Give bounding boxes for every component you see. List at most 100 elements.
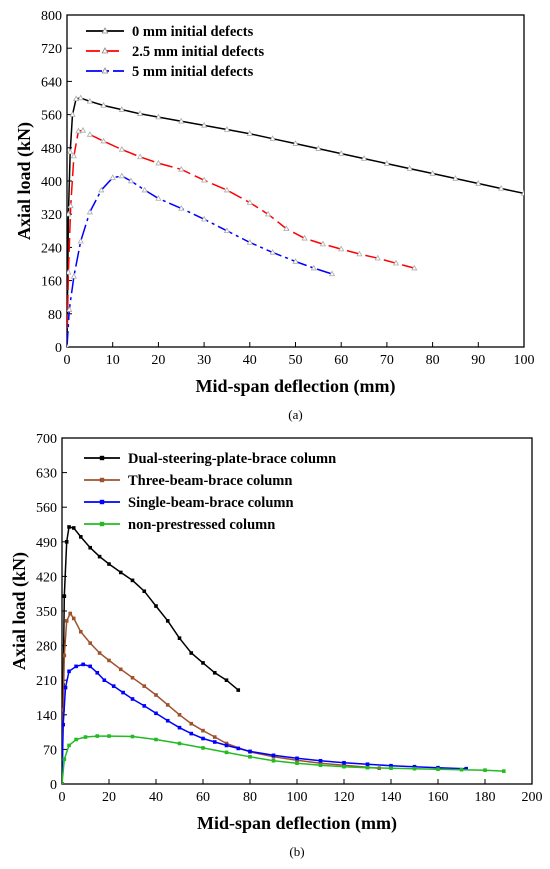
data-point xyxy=(154,604,158,608)
data-point xyxy=(383,160,390,166)
data-point xyxy=(79,126,87,133)
data-point xyxy=(68,611,73,616)
data-point xyxy=(498,185,505,191)
data-point xyxy=(429,170,436,176)
data-point xyxy=(63,685,68,690)
data-point xyxy=(111,684,116,688)
data-point xyxy=(67,210,72,217)
series-4 xyxy=(62,734,506,784)
x-tick-label: 200 xyxy=(522,790,543,805)
data-point xyxy=(107,562,111,566)
legend-label: 2.5 mm initial defects xyxy=(132,44,264,60)
data-point xyxy=(97,554,102,559)
data-point xyxy=(459,767,464,772)
x-tick-label: 40 xyxy=(243,353,257,368)
data-point xyxy=(411,264,418,271)
data-point xyxy=(342,764,346,769)
data-point xyxy=(318,761,323,766)
data-point xyxy=(246,130,253,136)
x-tick-label: 60 xyxy=(196,790,210,805)
series-line xyxy=(62,612,380,784)
legend-marker xyxy=(101,27,109,34)
data-point xyxy=(271,758,276,763)
legend-marker xyxy=(99,521,105,527)
data-point xyxy=(107,734,111,738)
data-point xyxy=(62,722,65,727)
data-point xyxy=(165,619,170,623)
data-point xyxy=(360,155,368,161)
data-point xyxy=(248,755,252,759)
data-point xyxy=(212,740,217,744)
data-point xyxy=(177,636,182,640)
data-point xyxy=(118,106,125,112)
legend-marker xyxy=(101,47,109,54)
data-point xyxy=(365,765,370,770)
data-point xyxy=(318,763,323,768)
data-point xyxy=(189,731,194,736)
x-tick-label: 100 xyxy=(514,353,535,368)
data-point xyxy=(118,172,125,179)
data-point xyxy=(201,736,205,741)
data-point xyxy=(412,764,417,769)
data-point xyxy=(118,570,123,575)
data-point xyxy=(154,737,158,742)
x-tick-label: 20 xyxy=(102,790,116,805)
legend-marker xyxy=(99,477,105,483)
figure-caption: (b) xyxy=(289,844,304,859)
data-point xyxy=(201,661,205,665)
data-point xyxy=(295,761,299,766)
data-point xyxy=(189,651,194,655)
series-line xyxy=(67,129,415,347)
data-point xyxy=(374,254,381,261)
data-point xyxy=(67,525,71,529)
x-tick-label: 80 xyxy=(426,353,440,368)
data-point xyxy=(95,670,100,675)
data-point xyxy=(127,177,135,184)
x-tick-label: 70 xyxy=(380,353,394,368)
data-point xyxy=(130,734,135,739)
data-point xyxy=(189,721,194,726)
data-point xyxy=(100,137,107,144)
data-point xyxy=(130,697,135,701)
data-point xyxy=(452,175,459,181)
data-point xyxy=(201,728,205,733)
y-tick-label: 350 xyxy=(36,605,57,620)
y-tick-label: 640 xyxy=(41,75,62,90)
data-point xyxy=(86,97,93,104)
data-point xyxy=(292,258,299,264)
data-point xyxy=(74,737,78,742)
data-point xyxy=(212,670,217,675)
data-point xyxy=(201,176,208,183)
y-tick-label: 160 xyxy=(41,275,62,290)
series-line xyxy=(62,663,467,784)
y-tick-label: 700 xyxy=(36,432,57,447)
data-point xyxy=(271,753,276,758)
data-point xyxy=(295,758,299,763)
data-point xyxy=(223,126,231,132)
data-point xyxy=(62,594,67,598)
data-point xyxy=(269,135,276,141)
data-point xyxy=(224,678,229,682)
data-point xyxy=(97,651,102,655)
data-point xyxy=(315,145,322,151)
data-point xyxy=(224,750,229,755)
series-3 xyxy=(62,662,468,784)
data-point xyxy=(520,190,524,196)
data-point xyxy=(83,735,88,739)
data-point xyxy=(64,619,69,623)
data-point xyxy=(483,768,487,772)
data-point xyxy=(177,713,182,717)
series-line xyxy=(67,175,333,347)
data-point xyxy=(201,121,208,128)
legend-label: 5 mm initial defects xyxy=(132,64,254,80)
data-point xyxy=(69,111,76,117)
data-point xyxy=(178,117,185,124)
data-point xyxy=(67,268,72,275)
data-point xyxy=(67,343,69,347)
plot-frame xyxy=(61,437,533,785)
data-point xyxy=(142,704,147,708)
data-point xyxy=(223,186,231,193)
series-line xyxy=(62,526,239,784)
data-point xyxy=(201,215,208,222)
